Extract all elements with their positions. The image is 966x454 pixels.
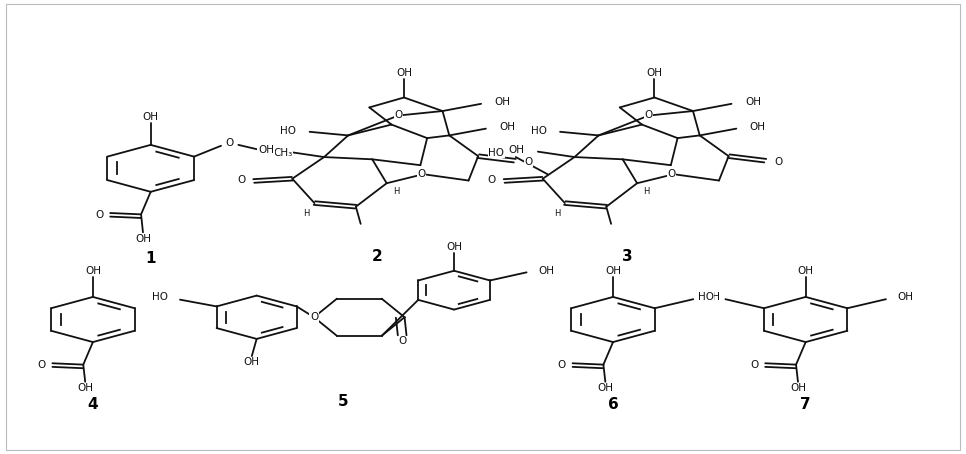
Text: O: O [399,336,407,346]
Text: HO: HO [530,126,547,136]
Text: O: O [644,110,653,120]
Text: H: H [393,187,400,196]
Text: OH: OH [790,383,806,393]
Text: O: O [488,175,496,185]
Text: O: O [525,157,532,167]
Text: OH: OH [499,122,516,132]
Text: O: O [394,110,403,120]
Text: O: O [38,360,46,370]
Text: HO: HO [280,126,297,136]
Text: 5: 5 [338,394,349,409]
Text: O: O [226,138,234,148]
Text: HO: HO [697,292,714,302]
Text: HO: HO [153,292,168,302]
Text: 3: 3 [622,249,633,264]
Text: H: H [303,208,310,217]
Text: OH: OH [605,266,621,276]
Text: OH: OH [745,97,761,107]
Text: OH: OH [243,357,260,367]
Text: H: H [643,187,650,196]
Text: 4: 4 [88,397,99,412]
Text: 1: 1 [146,251,156,266]
Text: O: O [557,360,566,370]
Text: OH: OH [396,68,412,78]
Text: O: O [775,157,782,167]
Text: OH: OH [750,122,766,132]
Text: OH: OH [495,97,511,107]
Text: 6: 6 [608,397,618,412]
Text: O: O [310,312,318,322]
Text: OH: OH [258,145,274,155]
Text: O: O [96,210,103,220]
Text: OH: OH [897,292,914,302]
Text: CH₃: CH₃ [273,148,293,158]
Text: 7: 7 [801,397,811,412]
Text: OH: OH [597,383,613,393]
Text: OH: OH [538,266,554,276]
Text: O: O [668,169,676,179]
Text: HO: HO [488,148,504,158]
Text: O: O [751,360,758,370]
Text: OH: OH [798,266,813,276]
Text: OH: OH [508,145,525,155]
Text: OH: OH [143,112,158,122]
Text: H: H [554,208,560,217]
Text: OH: OH [705,292,721,302]
Text: O: O [237,175,245,185]
Text: OH: OH [77,383,93,393]
Text: 2: 2 [372,249,383,264]
Text: OH: OH [85,266,100,276]
Text: OH: OH [446,242,462,252]
Text: OH: OH [646,68,663,78]
Text: OH: OH [135,234,151,244]
Text: O: O [417,169,425,179]
